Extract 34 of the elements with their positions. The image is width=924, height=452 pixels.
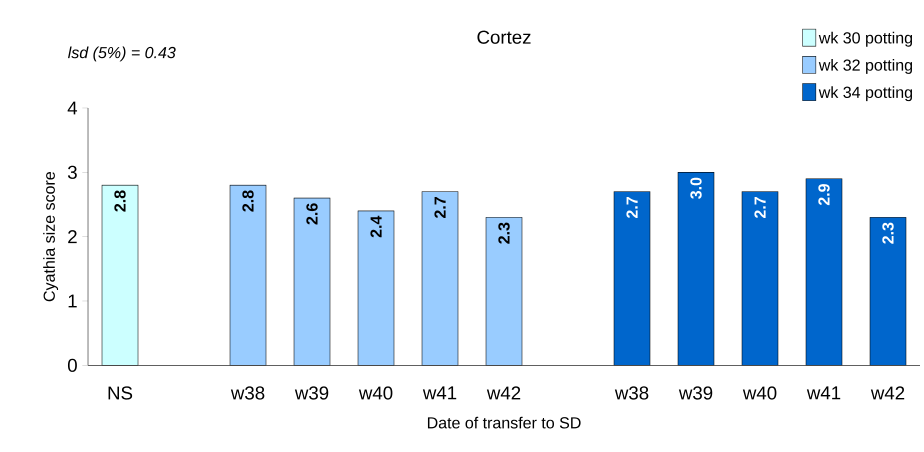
data-label: 2.3 <box>882 222 894 244</box>
data-label: 2.3 <box>498 222 510 244</box>
x-tick-label: NS <box>108 386 132 400</box>
legend-label: wk 34 potting <box>818 86 912 102</box>
x-tick-label: w41 <box>422 386 456 400</box>
y-tick-label: 2 <box>68 230 77 244</box>
y-tick-label: 0 <box>68 358 77 372</box>
y-tick-label: 3 <box>68 166 77 179</box>
x-axis-title: Date of transfer to SD <box>428 416 581 428</box>
data-label: 2.8 <box>114 190 126 212</box>
x-tick-label: w40 <box>742 386 776 400</box>
legend-label: wk 32 potting <box>818 59 912 74</box>
data-label: 2.9 <box>818 184 830 206</box>
y-tick-label: 1 <box>68 294 77 308</box>
data-label: 2.7 <box>626 197 638 218</box>
y-axis-title: Cyathia size score <box>43 172 58 302</box>
y-tick-label: 4 <box>68 102 78 114</box>
x-tick-label: w40 <box>358 386 392 400</box>
text: lsd (5%) = 0.43 <box>68 46 176 62</box>
data-label: 2.4 <box>370 216 382 238</box>
data-label: 2.8 <box>242 190 254 212</box>
data-label: 2.7 <box>434 197 446 218</box>
x-tick-label: w42 <box>486 386 520 400</box>
x-tick-label: w42 <box>870 386 904 400</box>
x-tick-label: w39 <box>678 386 712 400</box>
data-label: 2.6 <box>306 203 318 224</box>
x-tick-label: w38 <box>614 386 648 400</box>
x-tick-label: w41 <box>806 386 840 400</box>
x-tick-label: w39 <box>294 386 328 400</box>
x-tick-label: w38 <box>230 386 264 400</box>
data-label: 2.7 <box>754 197 766 218</box>
data-label: 3.0 <box>690 178 702 199</box>
legend-label: wk 30 potting <box>818 32 912 47</box>
chart-title: Cortez <box>477 30 531 44</box>
